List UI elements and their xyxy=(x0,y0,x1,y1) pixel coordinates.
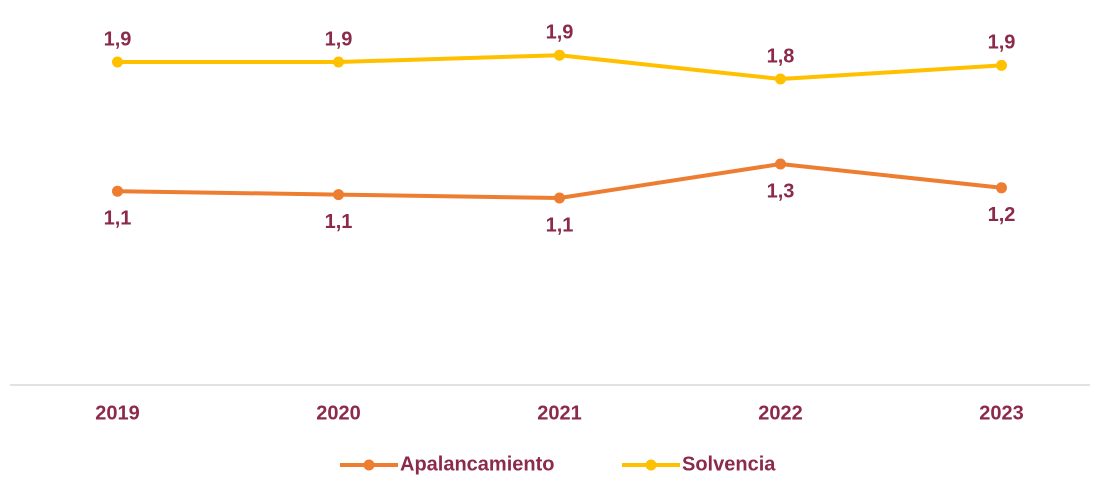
x-tick-label: 2021 xyxy=(537,402,582,424)
point xyxy=(554,192,565,204)
x-tick-label: 2022 xyxy=(758,402,803,424)
legend-marker xyxy=(645,459,657,471)
data-label: 1,9 xyxy=(988,32,1016,54)
legend-label: Solvencia xyxy=(682,453,776,475)
point xyxy=(775,158,786,170)
data-label: 1,1 xyxy=(104,207,132,229)
data-label: 1,3 xyxy=(767,180,795,202)
point xyxy=(554,49,565,61)
data-label: 1,2 xyxy=(988,204,1016,226)
point xyxy=(775,73,786,85)
legend-label: Apalancamiento xyxy=(400,453,554,475)
data-label: 1,1 xyxy=(325,211,353,233)
point xyxy=(333,56,344,68)
x-tick-label: 2020 xyxy=(316,402,361,424)
point xyxy=(112,185,123,197)
point xyxy=(996,182,1007,194)
point xyxy=(112,56,123,68)
point xyxy=(333,189,344,201)
data-label: 1,9 xyxy=(546,21,574,43)
x-tick-label: 2023 xyxy=(979,402,1024,424)
data-label: 1,1 xyxy=(546,214,574,236)
x-tick-label: 2019 xyxy=(95,402,140,424)
data-label: 1,9 xyxy=(104,28,132,50)
data-label: 1,8 xyxy=(767,45,795,67)
data-label: 1,9 xyxy=(325,28,353,50)
legend-marker xyxy=(363,459,375,471)
point xyxy=(996,59,1007,71)
